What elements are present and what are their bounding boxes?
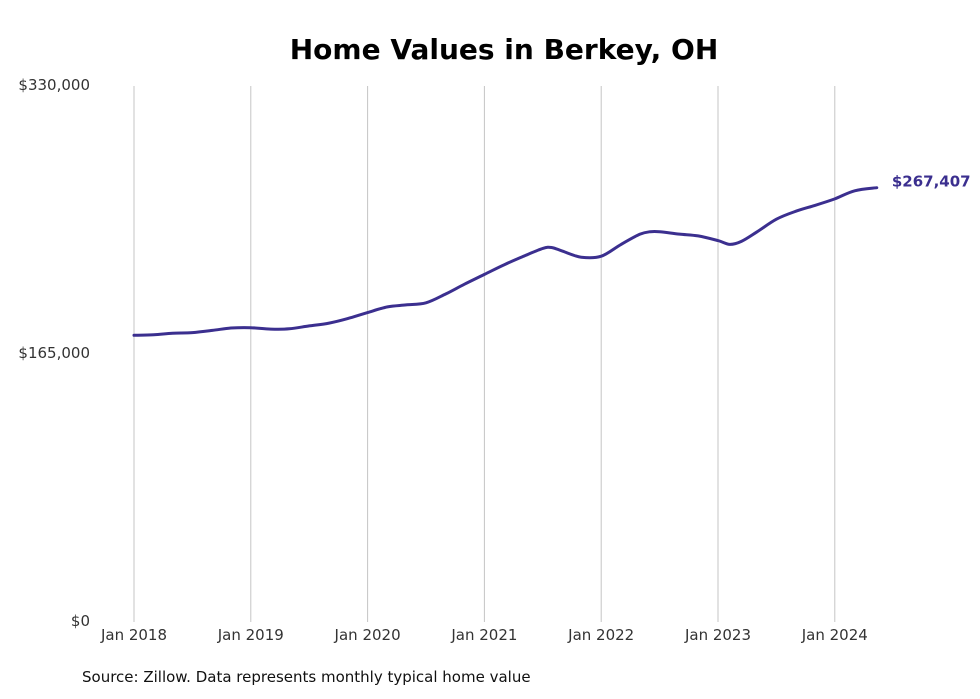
x-tick-label: Jan 2021	[450, 626, 517, 644]
x-tick-label: Jan 2018	[100, 626, 167, 644]
y-tick-label: $330,000	[18, 76, 90, 94]
x-tick-label: Jan 2024	[801, 626, 868, 644]
chart-title: Home Values in Berkey, OH	[290, 33, 719, 66]
latest-value-label: $267,407	[892, 173, 971, 191]
vertical-gridlines	[133, 86, 836, 622]
x-tick-label: Jan 2022	[567, 626, 634, 644]
y-axis-tick-labels: $0 $165,000 $330,000	[18, 76, 90, 630]
x-tick-label: Jan 2023	[684, 626, 751, 644]
y-tick-label: $165,000	[18, 344, 90, 362]
home-value-series-line	[132, 186, 879, 337]
x-tick-label: Jan 2019	[217, 626, 284, 644]
x-tick-label: Jan 2020	[334, 626, 401, 644]
x-axis-tick-labels: Jan 2018 Jan 2019 Jan 2020 Jan 2021 Jan 2022…	[100, 626, 868, 644]
source-note: Source: Zillow. Data represents monthly …	[82, 668, 531, 686]
y-tick-label: $0	[71, 612, 90, 630]
